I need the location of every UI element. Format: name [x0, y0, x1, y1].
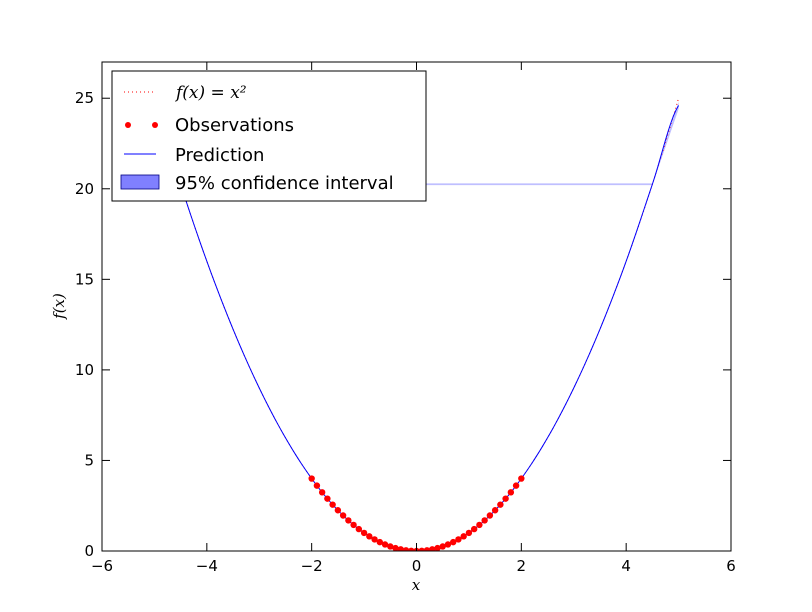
observation-point	[470, 525, 478, 533]
observation-point	[507, 489, 515, 496]
observation-point	[444, 541, 452, 548]
observation-point	[345, 517, 352, 524]
observation-point	[313, 482, 321, 489]
observation-point	[486, 512, 494, 519]
observation-point	[339, 512, 347, 519]
x-tick-label: 4	[621, 557, 631, 575]
observation-point	[502, 495, 509, 502]
y-axis-label: f(x)	[50, 293, 68, 320]
observation-point	[449, 538, 457, 546]
prediction-line	[153, 97, 680, 551]
observation-point	[418, 547, 425, 551]
legend: f(x) = x² Observations Prediction 95% co…	[111, 70, 427, 202]
y-tick-label: 25	[75, 89, 94, 107]
observation-point	[434, 544, 441, 551]
series-layer	[153, 94, 680, 551]
y-tick-label: 10	[75, 361, 94, 379]
observation-point	[518, 475, 525, 482]
x-tick-label: 6	[726, 557, 736, 575]
observation-point	[491, 507, 499, 514]
observation-point	[476, 521, 483, 529]
observation-point	[329, 501, 336, 508]
observation-point	[371, 536, 378, 543]
legend-label-prediction: Prediction	[175, 145, 264, 166]
y-tick-label: 5	[84, 451, 94, 469]
legend-label-observations: Observations	[175, 115, 294, 136]
observation-point	[334, 507, 342, 514]
x-axis-label: x	[412, 576, 421, 594]
legend-swatch-observations-dot-2	[152, 122, 158, 128]
legend-label-confidence: 95% confidence interval	[175, 173, 394, 194]
y-tick-label: 15	[75, 270, 94, 288]
observation-point	[360, 529, 368, 537]
legend-swatch-confidence	[120, 174, 160, 190]
x-tick-label: −6	[91, 557, 113, 575]
observation-point	[376, 538, 384, 546]
x-tick-label: 0	[412, 557, 422, 575]
observation-point	[460, 533, 467, 540]
y-tick-label: 0	[84, 542, 94, 560]
y-tick-label: 20	[75, 180, 94, 198]
observation-point	[366, 533, 373, 540]
observation-point	[324, 495, 331, 502]
observation-point	[497, 501, 504, 508]
observation-point	[381, 541, 389, 548]
observation-point	[387, 543, 394, 550]
observation-point	[402, 547, 410, 551]
observation-point	[429, 546, 436, 551]
legend-label-function: f(x) = x²	[174, 83, 247, 103]
observation-point	[408, 547, 415, 551]
observation-point	[455, 536, 462, 543]
observation-point	[308, 475, 315, 482]
observation-point	[318, 489, 326, 496]
observation-point	[423, 547, 431, 551]
observation-point	[392, 544, 399, 551]
observation-point	[355, 525, 363, 533]
x-tick-label: 2	[517, 557, 527, 575]
legend-frame	[111, 70, 427, 202]
observation-point	[350, 521, 357, 529]
observation-point	[481, 517, 488, 524]
x-tick-label: −4	[196, 557, 218, 575]
ticks-layer: −6 −4 −2 0 2 4 6 0 5 10 15 20 25	[75, 62, 736, 575]
observation-point	[439, 543, 446, 550]
observation-point	[512, 482, 520, 489]
observation-point	[465, 529, 473, 537]
observation-point	[397, 546, 404, 551]
x-tick-label: −2	[301, 557, 323, 575]
legend-swatch-observations-dot-1	[125, 122, 131, 128]
